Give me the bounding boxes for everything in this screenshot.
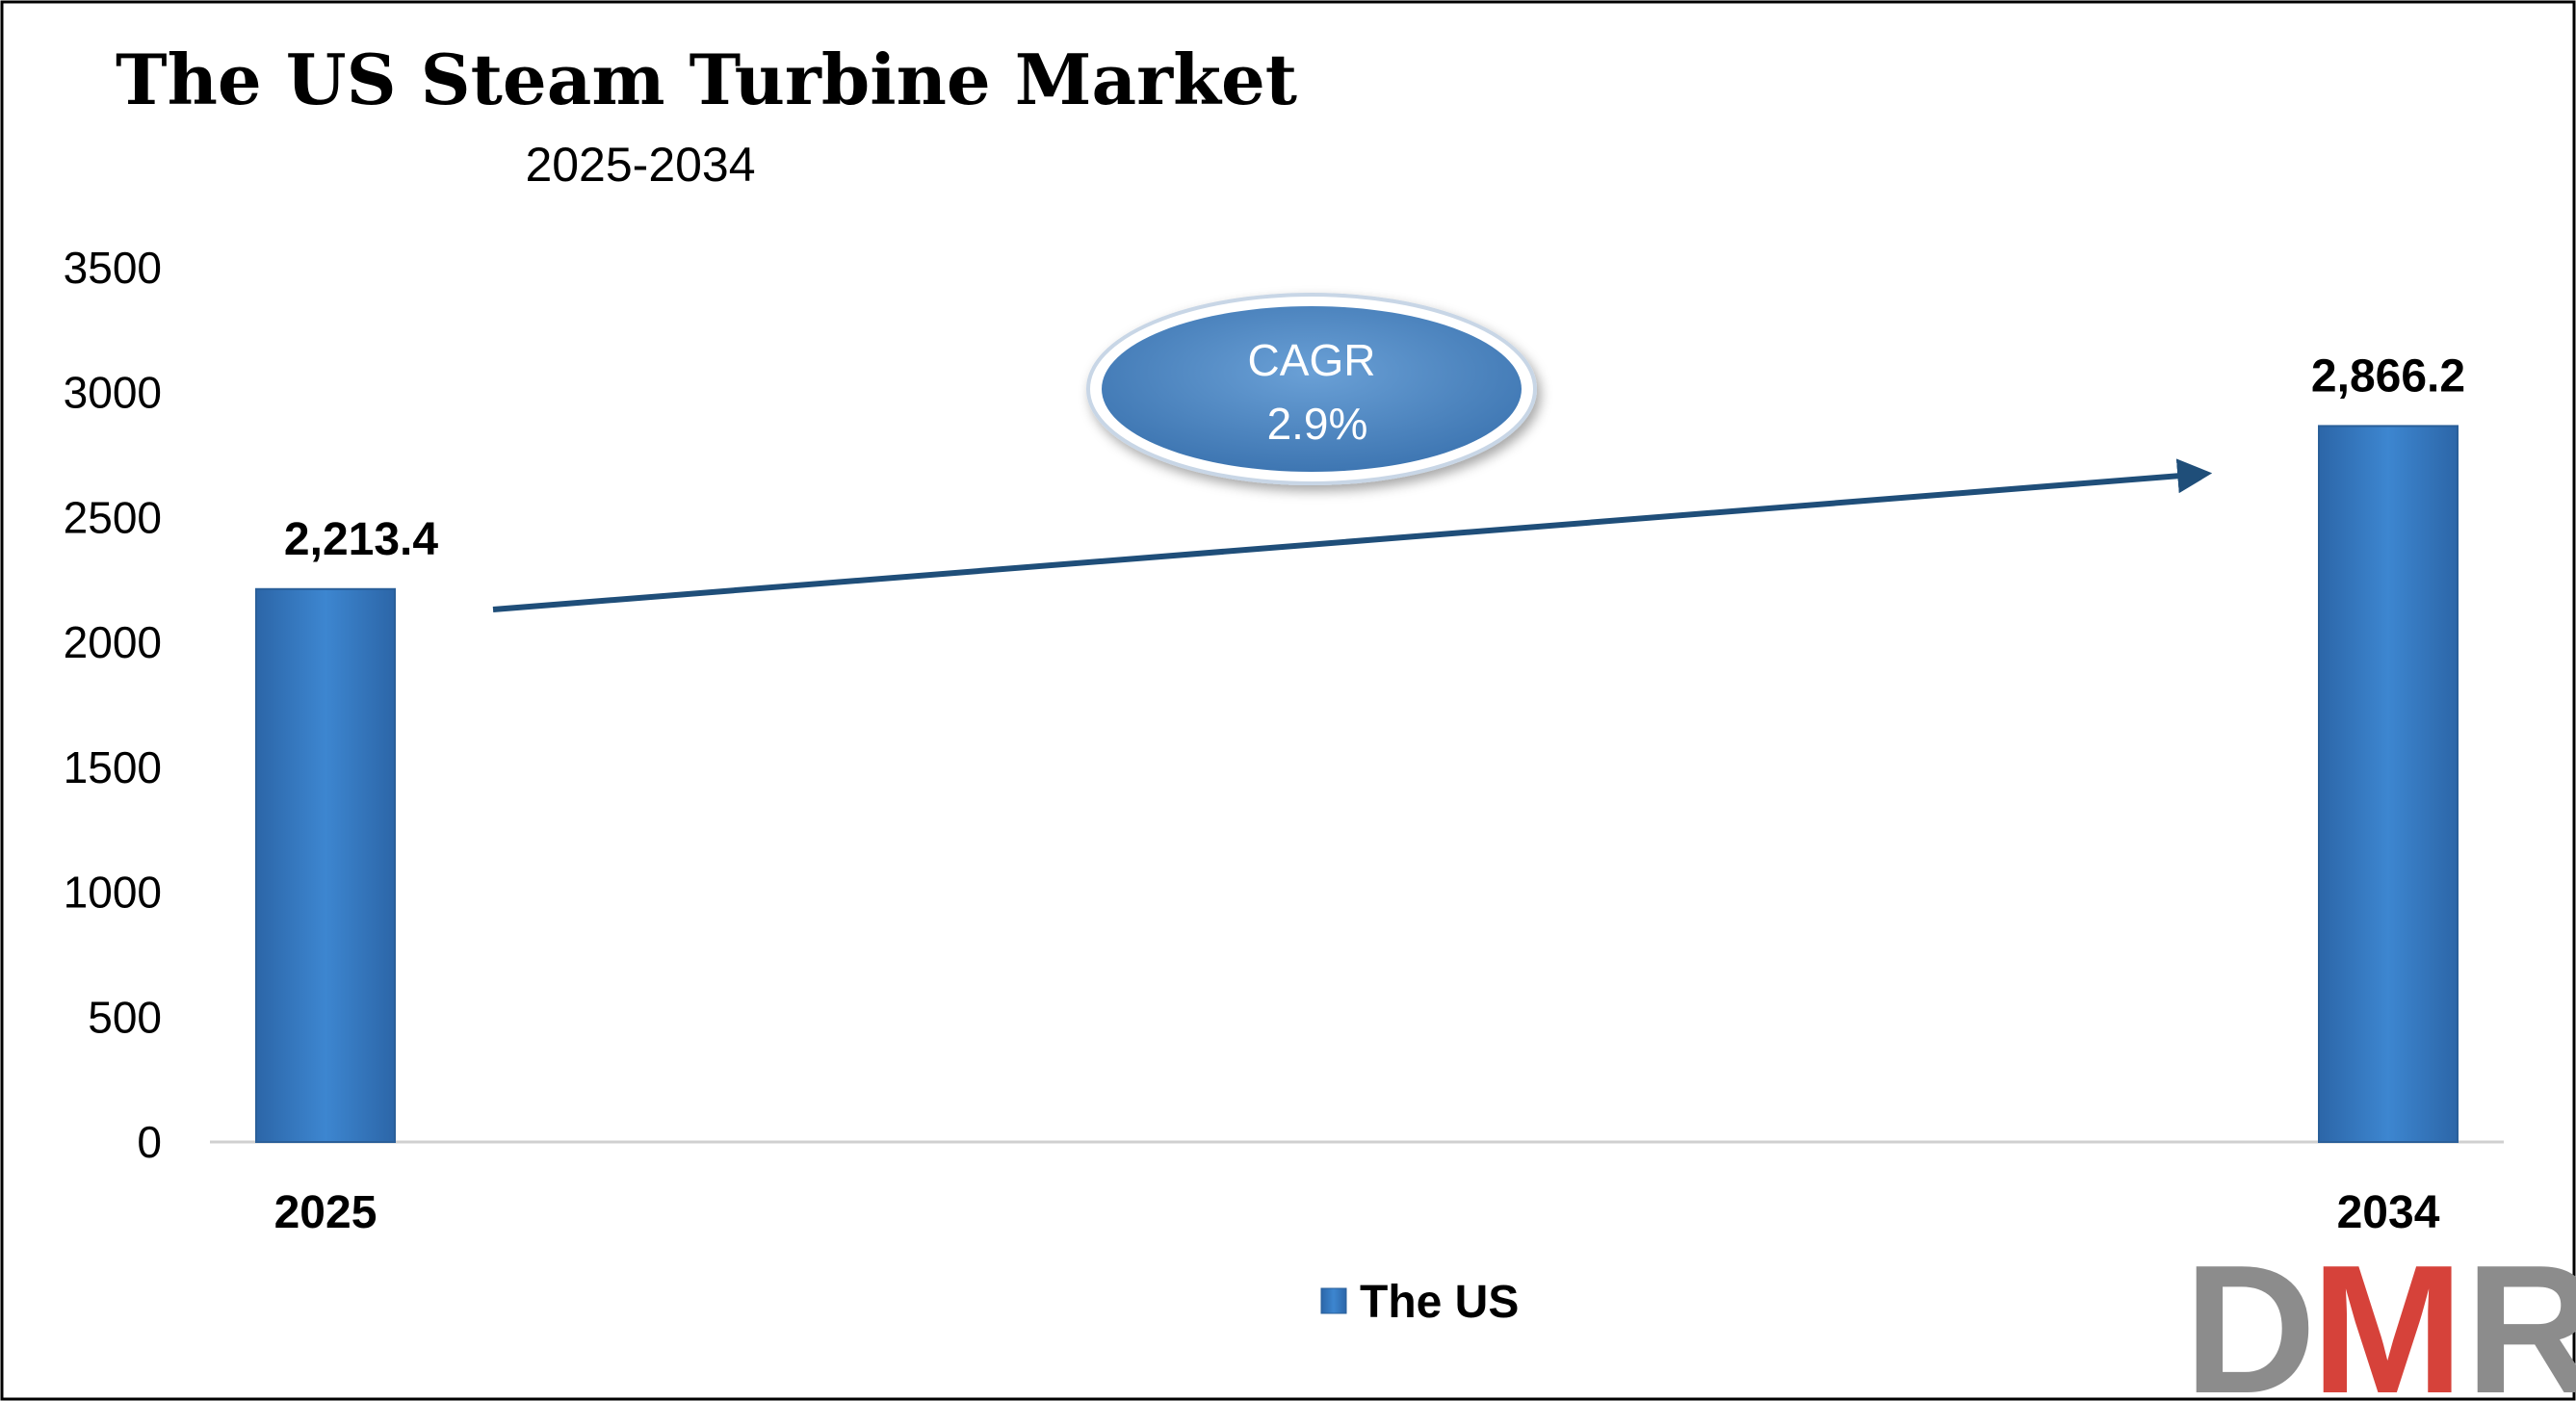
bar-2034 xyxy=(2318,425,2459,1143)
data-label-2025: 2,213.4 xyxy=(284,514,438,565)
y-tick-label-0: 0 xyxy=(137,1117,162,1167)
cagr-arrow xyxy=(492,458,2213,612)
y-tick-label-7: 3500 xyxy=(64,243,162,293)
legend-swatch xyxy=(1320,1287,1347,1314)
bar-2025 xyxy=(255,587,396,1143)
bars-group: 2,213.4 2025 2,866.2 2034 xyxy=(255,350,2465,1238)
legend: The US xyxy=(1320,1277,1519,1328)
x-tick-label-2025: 2025 xyxy=(274,1187,377,1238)
y-tick-label-4: 2000 xyxy=(64,617,162,667)
legend-label: The US xyxy=(1360,1277,1519,1328)
y-tick-label-5: 2500 xyxy=(64,492,162,542)
chart-subtitle: 2025-2034 xyxy=(525,138,755,192)
x-tick-label-2034: 2034 xyxy=(2337,1187,2440,1238)
logo-letter-d: D xyxy=(2184,1228,2316,1401)
logo-letter-r: R xyxy=(2465,1228,2576,1401)
y-axis-ticks: 0 500 1000 1500 2000 2500 3000 3500 xyxy=(64,243,162,1167)
dmr-logo: D M R xyxy=(2184,1228,2576,1401)
y-tick-label-6: 3000 xyxy=(64,368,162,418)
cagr-ellipse-fill xyxy=(1102,306,1522,472)
y-tick-label-1: 500 xyxy=(88,992,162,1042)
cagr-label: CAGR xyxy=(1248,335,1376,385)
cagr-value: 2.9% xyxy=(1267,399,1368,449)
chart-title: The US Steam Turbine Market xyxy=(116,39,1297,120)
data-label-2034: 2,866.2 xyxy=(2311,350,2465,402)
logo-letter-m: M xyxy=(2311,1228,2463,1401)
cagr-badge: CAGR 2.9% xyxy=(1086,293,1537,485)
y-tick-label-3: 1500 xyxy=(64,742,162,792)
y-tick-label-2: 1000 xyxy=(64,868,162,918)
